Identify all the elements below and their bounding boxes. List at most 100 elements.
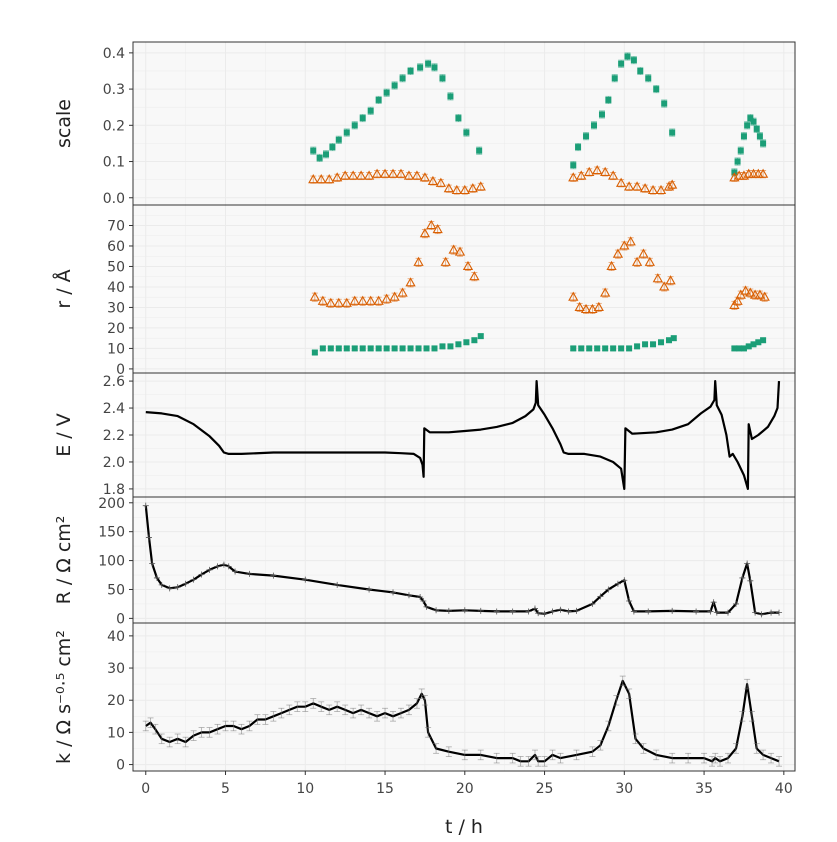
series-r-0 — [309, 219, 770, 314]
data-point-square — [570, 162, 577, 169]
data-point-cross — [158, 581, 165, 588]
y-tick-label: 2.6 — [103, 374, 125, 390]
data-point-triangle — [592, 164, 603, 175]
y-axis-label: R / Ω cm² — [53, 516, 75, 605]
data-point-triangle — [357, 295, 368, 305]
data-point-cross — [557, 606, 564, 613]
data-point-triangle — [389, 291, 400, 301]
data-point-triangle — [469, 271, 480, 281]
data-point-cross — [246, 570, 253, 577]
data-point-triangle — [355, 170, 367, 180]
data-point-square — [611, 75, 618, 82]
data-point-triangle — [615, 177, 627, 187]
data-point-triangle — [625, 236, 636, 246]
data-point-square — [610, 345, 617, 352]
data-point-cross — [445, 607, 452, 614]
data-point-cross — [225, 563, 232, 570]
data-point-square — [417, 64, 424, 71]
data-point-square — [760, 337, 767, 344]
data-point-cross — [707, 608, 714, 615]
data-point-cross — [525, 608, 532, 615]
series-scale-1 — [308, 164, 769, 195]
data-point-square — [756, 133, 763, 140]
data-point-square — [740, 345, 747, 352]
data-point-cross — [366, 586, 373, 593]
data-point-cross — [302, 576, 309, 583]
data-point-cross — [433, 607, 440, 614]
data-point-square — [383, 345, 390, 352]
data-point-triangle — [403, 170, 415, 180]
data-point-square — [455, 341, 462, 348]
data-point-square — [658, 339, 665, 346]
data-point-square — [586, 345, 593, 352]
data-point-cross — [174, 584, 181, 591]
y-tick-label: 2.0 — [103, 455, 125, 471]
series-scale-0 — [310, 52, 767, 177]
data-point-triangle — [639, 183, 651, 193]
data-point-square — [750, 341, 757, 348]
data-point-square — [737, 147, 744, 154]
data-point-triangle — [655, 184, 667, 195]
data-point-triangle — [600, 166, 611, 176]
data-point-cross — [166, 585, 173, 592]
data-point-cross — [417, 593, 424, 600]
data-point-cross — [732, 600, 739, 607]
data-point-square — [747, 115, 754, 122]
data-point-square — [311, 349, 318, 356]
data-point-cross — [645, 608, 652, 615]
data-point-triangle — [435, 177, 447, 187]
series-line — [145, 380, 781, 490]
data-point-square — [447, 93, 454, 100]
data-point-cross — [752, 609, 759, 616]
data-point-square — [760, 140, 767, 147]
data-point-triangle — [395, 168, 407, 178]
data-point-cross — [405, 592, 412, 599]
data-point-triangle — [440, 256, 451, 266]
data-point-triangle — [426, 219, 437, 230]
data-point-square — [618, 60, 625, 67]
y-tick-label: 10 — [107, 725, 125, 741]
data-point-triangle — [667, 179, 678, 189]
data-point-cross — [549, 608, 556, 615]
data-point-triangle — [448, 244, 459, 254]
data-point-square — [602, 345, 609, 352]
data-point-triangle — [576, 170, 587, 180]
data-point-triangle — [606, 260, 617, 271]
data-point-cross — [768, 609, 775, 616]
data-point-triangle — [413, 256, 424, 266]
data-point-cross — [621, 577, 628, 584]
data-point-square — [618, 345, 625, 352]
data-point-square — [637, 67, 644, 74]
data-point-cross — [149, 560, 156, 567]
data-point-cross — [153, 574, 160, 581]
y-axis-label: k / Ω s⁻⁰·⁵ cm² — [53, 630, 75, 764]
data-point-triangle — [454, 246, 466, 256]
data-point-triangle — [757, 168, 769, 178]
y-tick-label: 150 — [98, 525, 125, 541]
y-tick-label: 2.4 — [103, 401, 125, 417]
data-point-triangle — [451, 184, 462, 195]
data-point-triangle — [333, 297, 344, 307]
data-point-triangle — [387, 168, 399, 178]
series-r-1 — [311, 333, 767, 356]
data-point-square — [755, 339, 762, 346]
data-point-cross — [509, 608, 516, 615]
data-point-square — [570, 345, 577, 352]
panel-background — [133, 497, 795, 623]
data-point-triangle — [317, 295, 328, 305]
y-tick-label: 30 — [107, 300, 125, 316]
data-point-square — [329, 144, 336, 151]
data-point-cross — [710, 599, 717, 606]
x-tick-label: 10 — [296, 781, 314, 797]
x-tick-label: 30 — [615, 781, 633, 797]
data-point-triangle — [347, 170, 359, 180]
data-point-square — [745, 343, 752, 350]
data-point-cross — [747, 577, 754, 584]
y-tick-label: 40 — [107, 280, 125, 296]
y-tick-label: 100 — [98, 554, 125, 570]
data-point-triangle — [568, 291, 579, 301]
data-point-square — [399, 75, 406, 82]
data-point-square — [335, 345, 342, 352]
data-point-cross — [420, 598, 427, 605]
y-tick-label: 0.1 — [103, 155, 125, 171]
